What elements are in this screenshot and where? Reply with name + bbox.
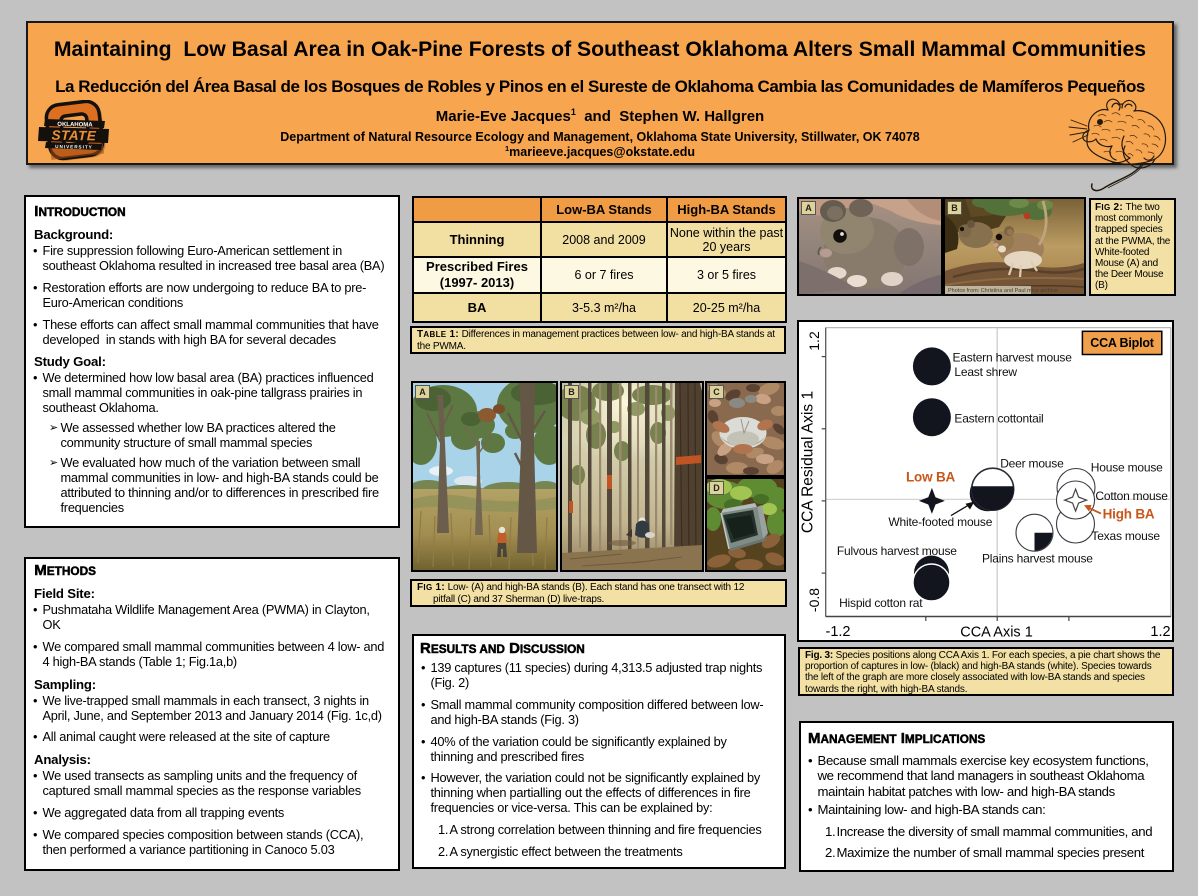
svg-text:Plains harvest mouse: Plains harvest mouse xyxy=(982,551,1093,565)
svg-text:Deer mouse: Deer mouse xyxy=(1000,457,1064,471)
svg-text:1.2: 1.2 xyxy=(1150,624,1170,640)
svg-text:-0.8: -0.8 xyxy=(806,588,822,612)
svg-text:House mouse: House mouse xyxy=(1091,460,1163,474)
svg-text:CCA Biplot: CCA Biplot xyxy=(1090,336,1155,350)
svg-text:Texas mouse: Texas mouse xyxy=(1091,529,1160,543)
svg-text:Eastern cottontail: Eastern cottontail xyxy=(954,412,1043,426)
svg-text:Eastern harvest mouse: Eastern harvest mouse xyxy=(953,351,1073,365)
svg-text:Photos from: Christina and Pau: Photos from: Christina and Paul mice arc… xyxy=(948,288,1058,294)
svg-text:CCA Axis 1: CCA Axis 1 xyxy=(960,625,1033,641)
svg-text:UNIVERSITY: UNIVERSITY xyxy=(55,144,93,150)
svg-text:High BA: High BA xyxy=(1103,507,1155,522)
svg-text:Low BA: Low BA xyxy=(906,470,955,485)
svg-text:CCA Residual Axis 1: CCA Residual Axis 1 xyxy=(800,391,817,533)
svg-text:White-footed mouse: White-footed mouse xyxy=(888,515,992,529)
svg-text:1.2: 1.2 xyxy=(806,331,822,351)
svg-text:Least shrew: Least shrew xyxy=(954,365,1017,379)
svg-text:Hispid cotton rat: Hispid cotton rat xyxy=(839,596,923,610)
svg-text:Fulvous harvest mouse: Fulvous harvest mouse xyxy=(837,544,957,558)
svg-text:OKLAHOMA: OKLAHOMA xyxy=(57,122,93,129)
svg-text:STATE: STATE xyxy=(52,128,97,144)
svg-text:Cotton mouse: Cotton mouse xyxy=(1095,489,1168,503)
svg-text:-1.2: -1.2 xyxy=(826,624,851,640)
